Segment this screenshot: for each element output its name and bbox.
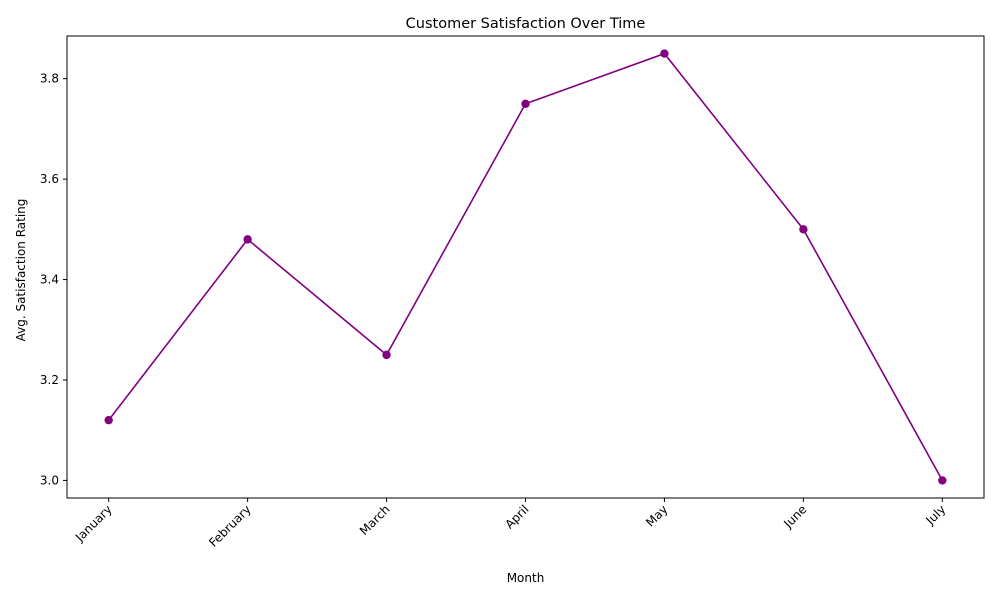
y-tick-label: 3.4 [40,273,59,287]
data-point [521,99,530,108]
series-line [108,52,944,481]
data-point [660,49,669,58]
y-tick-label: 3.2 [40,373,59,387]
x-tick-label: March [357,502,393,538]
y-tick-label: 3.0 [40,473,59,487]
plot-area: 3.0 3.2 3.4 3.6 3.8 January February March April… [40,35,985,550]
data-point [243,235,252,244]
x-axis-label: Month [507,571,545,585]
y-tick-label: 3.8 [40,72,59,86]
x-tick-label: July [923,502,949,528]
data-point [104,415,113,425]
y-axis-label: Avg. Satisfaction Rating [14,199,28,342]
x-tick-label: January [72,502,115,545]
x-tick-label: February [206,502,254,550]
y-tick-label: 3.6 [40,172,59,186]
data-point [799,225,808,234]
data-point [938,476,947,485]
x-tick-label: April [502,502,531,531]
x-tick-label: June [780,502,809,531]
x-tick-label: May [643,502,670,529]
chart-title: Customer Satisfaction Over Time [406,16,646,32]
data-point [382,350,391,360]
